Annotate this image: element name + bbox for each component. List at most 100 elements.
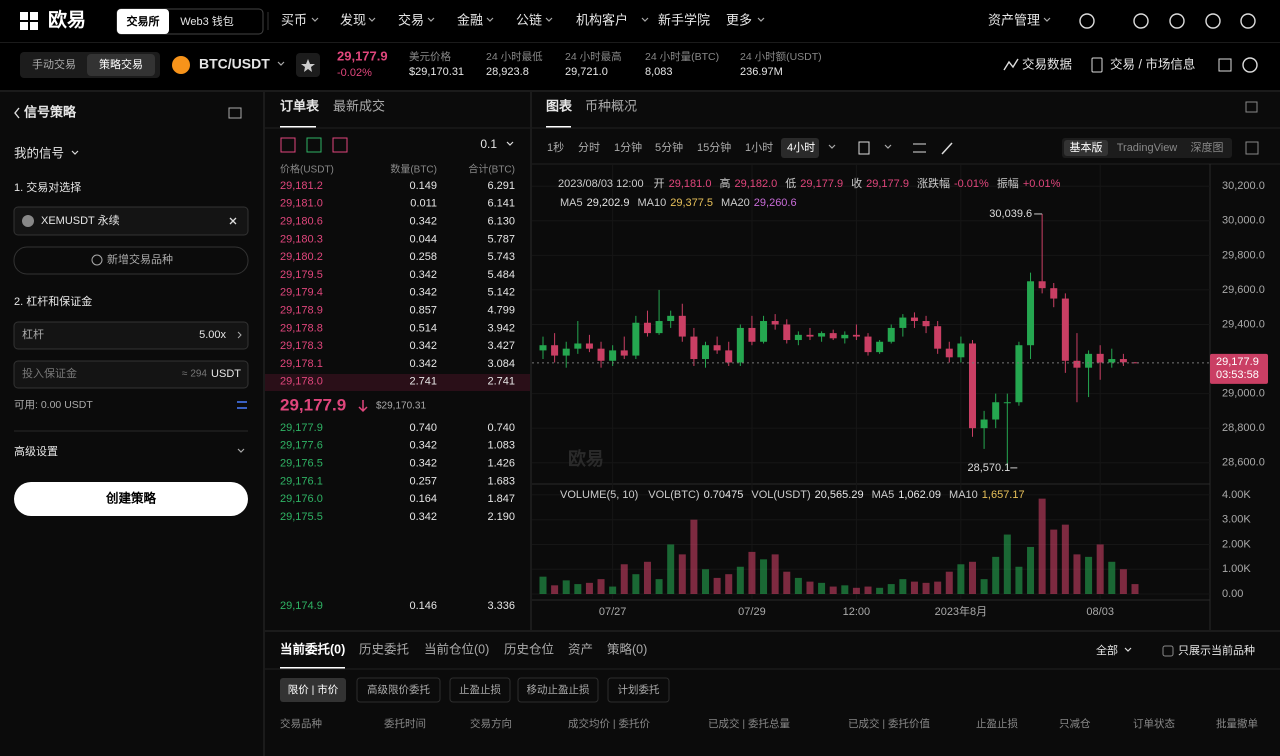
total: 1.426 xyxy=(487,458,515,470)
nav-icon[interactable] xyxy=(1133,13,1149,29)
create-button[interactable] xyxy=(14,482,248,516)
menu-item[interactable]: 发现 xyxy=(340,12,366,27)
chevron xyxy=(71,150,79,155)
column-header: 批量撤单 xyxy=(1216,717,1258,730)
leverage-input[interactable] xyxy=(13,321,249,350)
view-tab[interactable]: 基本版 xyxy=(1070,140,1103,154)
volume-bar xyxy=(841,585,849,594)
menu-item[interactable]: 公链 xyxy=(516,12,542,27)
orders-tab[interactable]: 策略(0) xyxy=(607,641,647,656)
candle-body xyxy=(748,327,756,342)
candle-body xyxy=(910,317,918,322)
interval[interactable]: 1秒 xyxy=(547,140,564,154)
chevron xyxy=(427,17,435,22)
view-tab[interactable]: 深度图 xyxy=(1191,140,1224,154)
legend-text: VOL(BTC) xyxy=(648,489,699,501)
menu-item[interactable]: 机构客户 xyxy=(576,12,628,27)
menu-item[interactable]: 买币 xyxy=(281,12,307,27)
orders-tab[interactable]: 历史仓位 xyxy=(504,641,554,656)
arrow xyxy=(237,331,242,339)
y2-tick-label: 3.00K xyxy=(1222,514,1251,526)
y2-tick-label: 2.00K xyxy=(1222,538,1251,550)
layout-icon[interactable] xyxy=(1218,58,1232,72)
pair-input[interactable] xyxy=(13,206,249,236)
interval-selected xyxy=(781,138,819,158)
link-icon xyxy=(1091,57,1103,73)
link[interactable]: 交易 / 市场信息 xyxy=(1110,56,1195,71)
interval[interactable]: 4小时 xyxy=(787,141,815,154)
interval[interactable]: 5分钟 xyxy=(655,140,683,154)
fullscreen-icon[interactable] xyxy=(1245,141,1259,155)
order-type[interactable] xyxy=(449,677,511,703)
view-icon[interactable] xyxy=(332,137,348,153)
nav-icon[interactable] xyxy=(1240,13,1256,29)
precision[interactable]: 0.1 xyxy=(480,137,497,151)
tab[interactable]: 图表 xyxy=(546,98,573,113)
checkbox[interactable] xyxy=(1162,645,1174,657)
volume-bar xyxy=(574,584,582,594)
view-icon[interactable] xyxy=(280,137,296,153)
add-button[interactable] xyxy=(13,246,249,275)
menu-item[interactable]: 更多 xyxy=(726,12,752,27)
amount: 0.146 xyxy=(409,600,437,612)
nav-icon[interactable] xyxy=(1079,13,1095,29)
assets-menu[interactable]: 资产管理 xyxy=(988,12,1040,27)
clear xyxy=(229,217,237,225)
filter[interactable]: 全部 xyxy=(1096,643,1118,657)
view-tab[interactable]: TradingView xyxy=(1117,142,1178,154)
nav-icon[interactable] xyxy=(1169,13,1185,29)
volume-bar xyxy=(1027,546,1035,594)
column-header: 价格(USDT) xyxy=(280,163,334,176)
tab[interactable]: 币种概况 xyxy=(585,98,637,113)
view-icon[interactable] xyxy=(306,137,322,153)
section-title: 2. 杠杆和保证金 xyxy=(14,294,92,308)
menu-item[interactable]: 金融 xyxy=(457,12,483,27)
margin-input[interactable] xyxy=(13,360,249,389)
mode-tab[interactable]: 策略交易 xyxy=(99,57,143,71)
volume-bar xyxy=(539,576,547,594)
orders-tab[interactable]: 当前委托(0) xyxy=(280,641,345,656)
link[interactable]: 交易数据 xyxy=(1022,56,1072,71)
advanced[interactable]: 高级设置 xyxy=(14,444,58,458)
stat-value: $29,170.31 xyxy=(409,66,464,78)
orders-tab[interactable]: 历史委托 xyxy=(359,642,409,656)
pair[interactable]: BTC/USDT xyxy=(199,56,270,72)
nav-tab[interactable]: 交易所 xyxy=(127,14,160,28)
interval[interactable]: 1小时 xyxy=(745,141,773,154)
menu-item[interactable]: 交易 xyxy=(398,12,424,27)
tab[interactable]: 订单表 xyxy=(280,98,320,113)
price: 29,178.9 xyxy=(280,305,323,317)
y2-tick-label: 0.00 xyxy=(1222,588,1243,600)
legend-text: 29,260.6 xyxy=(754,197,797,209)
orders-tab[interactable]: 资产 xyxy=(568,642,593,656)
interval[interactable]: 1分钟 xyxy=(614,140,642,154)
mid-price: 29,177.9 xyxy=(280,395,346,414)
mode-tab[interactable]: 手动交易 xyxy=(32,57,76,71)
nav-icon[interactable] xyxy=(1205,13,1221,29)
logo: 欧易 xyxy=(48,8,86,31)
chart-type-icon[interactable] xyxy=(858,141,870,155)
column-header: 委托时间 xyxy=(384,717,426,730)
candle-body xyxy=(818,333,826,337)
order-type[interactable] xyxy=(280,678,346,702)
order-type[interactable] xyxy=(607,677,670,703)
interval[interactable]: 15分钟 xyxy=(697,140,731,154)
settings-icon[interactable] xyxy=(1242,57,1258,73)
legend-text: MA5 xyxy=(560,197,583,209)
volume-bar xyxy=(1050,529,1058,594)
chart-panel xyxy=(532,92,1280,630)
candle-body xyxy=(1085,353,1093,368)
logo-mark xyxy=(30,12,38,20)
menu-item[interactable]: 新手学院 xyxy=(658,12,710,27)
nav-tab[interactable]: Web3 钱包 xyxy=(180,14,234,28)
legend-text: MA5 xyxy=(872,489,895,501)
dropdown[interactable]: 我的信号 xyxy=(14,145,64,160)
orders-tab[interactable]: 当前仓位(0) xyxy=(424,641,489,656)
price: 29,179.5 xyxy=(280,269,323,281)
tab[interactable]: 最新成交 xyxy=(333,98,385,113)
interval[interactable]: 分时 xyxy=(578,141,600,154)
candle-body xyxy=(539,345,547,351)
order-type[interactable] xyxy=(356,677,441,703)
order-type[interactable] xyxy=(517,677,599,703)
